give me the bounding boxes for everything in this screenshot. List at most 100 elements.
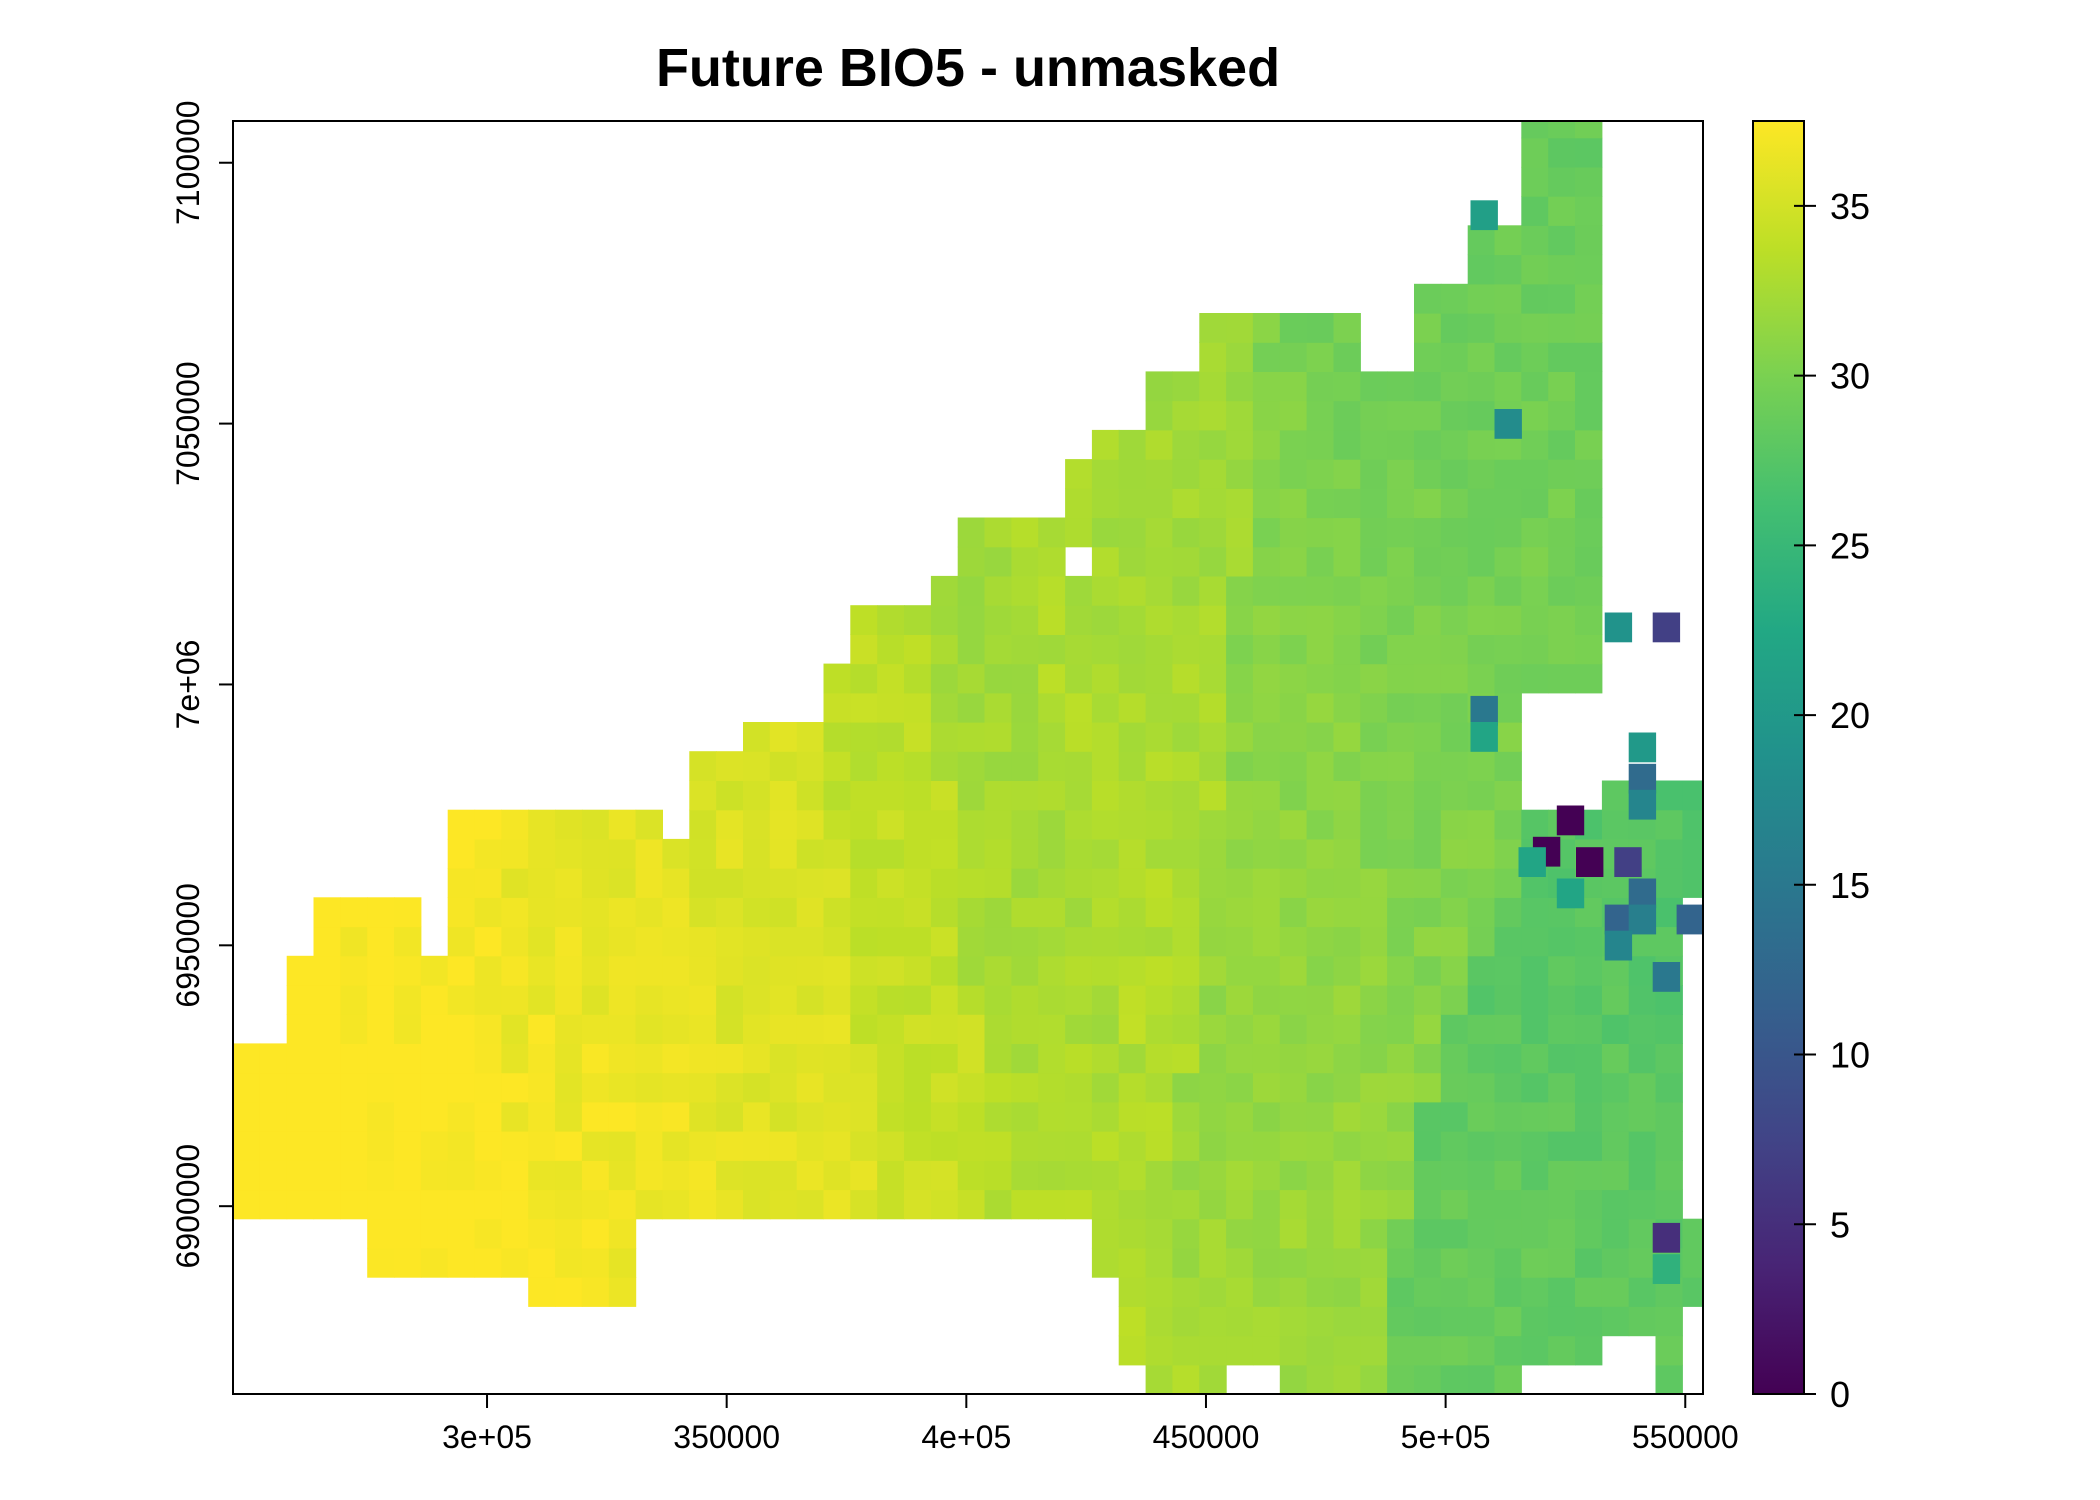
raster-cell [743, 780, 771, 811]
raster-cell [1279, 722, 1308, 752]
raster-cell [1145, 1072, 1173, 1103]
raster-cell-anomaly [1470, 695, 1498, 726]
raster-cell [1467, 663, 1496, 694]
raster-cell [1118, 897, 1147, 928]
raster-cell [1011, 517, 1039, 548]
raster-cell [1011, 985, 1039, 1015]
raster-cell [1575, 254, 1603, 285]
raster-cell [1065, 692, 1093, 723]
raster-cell [528, 1277, 556, 1307]
raster-cell [1360, 1335, 1388, 1366]
raster-cell [1333, 809, 1361, 840]
raster-cell [1387, 955, 1415, 986]
raster-cell [1575, 926, 1603, 957]
raster-cell [1414, 780, 1442, 811]
raster-cell [367, 897, 395, 928]
raster-cell [957, 780, 986, 811]
raster-cell [1226, 868, 1254, 898]
raster-cell [957, 897, 986, 928]
raster-cell [1360, 985, 1388, 1015]
raster-cell [1414, 985, 1442, 1015]
raster-cell [1387, 722, 1415, 752]
raster-cell [394, 1072, 422, 1103]
raster-cell [1414, 838, 1442, 869]
raster-cell [662, 1043, 690, 1074]
raster-cell [1628, 1277, 1657, 1307]
raster-cell [1199, 1277, 1227, 1307]
raster-cell [474, 955, 502, 986]
raster-cell [1575, 429, 1603, 460]
colorbar-tick-label: 0 [1830, 1374, 1850, 1415]
raster-cell [1306, 985, 1334, 1015]
raster-cell-anomaly [1576, 847, 1604, 877]
raster-cell [1414, 1189, 1442, 1220]
raster-cell [1360, 692, 1388, 723]
raster-cell [1118, 429, 1147, 460]
raster-cell [1065, 1101, 1093, 1132]
raster-cell [313, 1160, 341, 1191]
raster-cell [1226, 663, 1254, 694]
raster-cell [1387, 751, 1415, 781]
raster-cell [259, 1101, 288, 1132]
raster-cell [1011, 897, 1039, 928]
raster-cell [1601, 1277, 1630, 1307]
raster-cell [367, 1072, 395, 1103]
raster-cell [635, 809, 663, 840]
raster-cell [1467, 605, 1496, 635]
raster-cell [957, 1160, 986, 1191]
raster-cell [1467, 780, 1496, 811]
raster-cell [904, 692, 932, 723]
raster-cell [877, 634, 905, 665]
raster-cell [1440, 400, 1469, 431]
raster-cell [1521, 488, 1549, 519]
raster-cell [1655, 1043, 1683, 1074]
raster-cell [635, 1101, 663, 1132]
raster-cell [1333, 868, 1361, 898]
raster-cell [1065, 488, 1093, 519]
raster-cell [1601, 780, 1630, 811]
raster-cell [769, 897, 798, 928]
chart-title: Future BIO5 - unmasked [656, 38, 1280, 98]
raster-cell [474, 1189, 502, 1220]
raster-cell [635, 1160, 663, 1191]
raster-cell [1521, 955, 1549, 986]
raster-cell [1118, 546, 1147, 577]
raster-cell [1333, 313, 1361, 343]
heatmap-raster [233, 121, 1703, 1394]
raster-cell [1172, 429, 1200, 460]
raster-cell [1521, 225, 1549, 256]
raster-cell [1494, 488, 1522, 519]
raster-cell [1252, 663, 1281, 694]
raster-cell [1575, 166, 1603, 197]
raster-cell [1548, 634, 1576, 665]
raster-cell [877, 838, 905, 869]
raster-cell [1199, 1306, 1227, 1337]
raster-cell [1655, 1335, 1683, 1366]
raster-cell [394, 1131, 422, 1161]
raster-cell [447, 868, 476, 898]
raster-cell [1387, 868, 1415, 898]
raster-cell [1521, 254, 1549, 285]
raster-cell [1548, 1131, 1576, 1161]
raster-cell [877, 955, 905, 986]
raster-cell [1414, 400, 1442, 431]
raster-cell [662, 897, 690, 928]
raster-cell [796, 780, 825, 811]
raster-cell [1655, 1189, 1683, 1220]
raster-cell [1440, 955, 1469, 986]
raster-cell [1172, 1072, 1200, 1103]
raster-cell [1172, 780, 1200, 811]
raster-cell [233, 1189, 261, 1220]
raster-cell [877, 1043, 905, 1074]
raster-cell [501, 1218, 529, 1249]
raster-cell [1575, 1189, 1603, 1220]
raster-cell [1521, 196, 1549, 226]
raster-cell [930, 1014, 959, 1044]
raster-cell [850, 1101, 878, 1132]
raster-cell [1118, 1014, 1147, 1044]
raster-cell [1118, 1160, 1147, 1191]
raster-cell [743, 1160, 771, 1191]
raster-cell [743, 1189, 771, 1220]
raster-cell [1306, 1306, 1334, 1337]
raster-cell [394, 985, 422, 1015]
